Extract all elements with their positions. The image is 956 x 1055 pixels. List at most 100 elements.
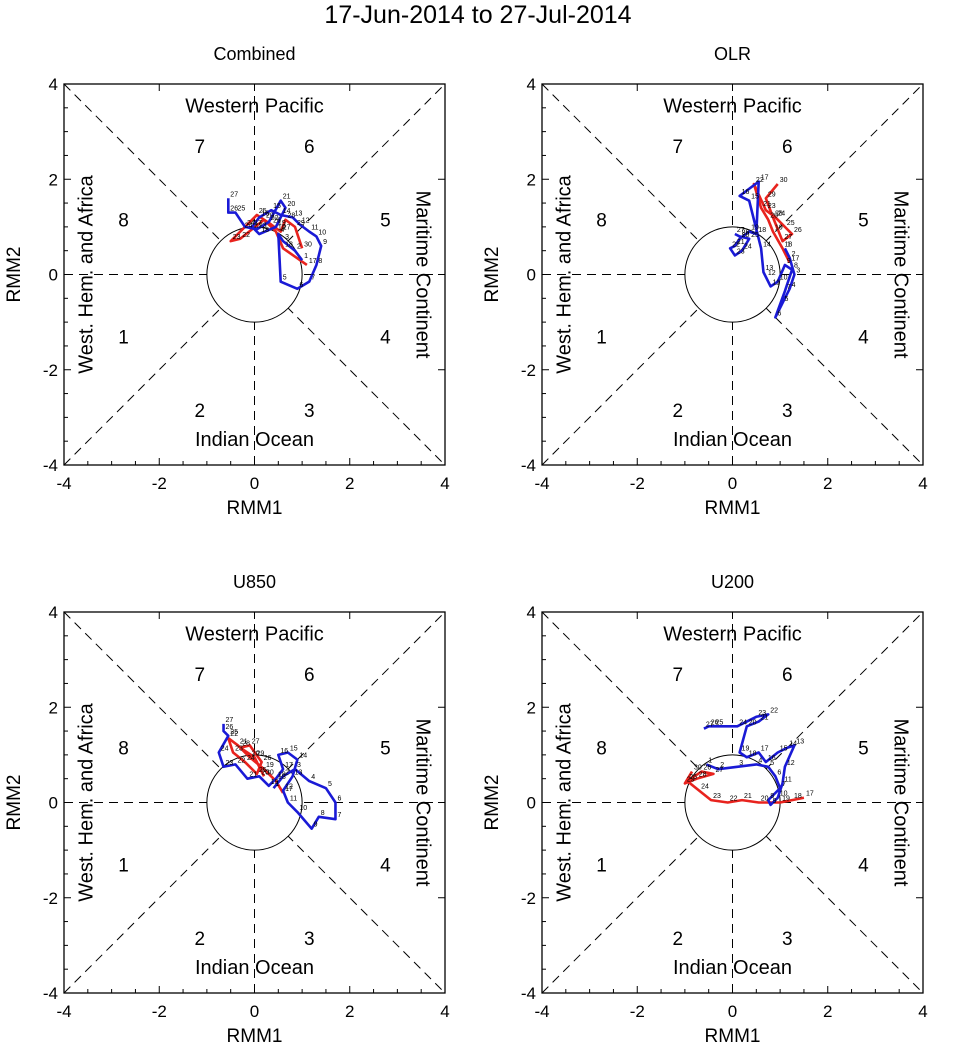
day-label: 21: [761, 715, 769, 722]
phase-number: 6: [782, 665, 793, 686]
day-label: 13: [796, 738, 804, 745]
day-label: 11: [311, 225, 318, 232]
day-label: 1: [276, 781, 280, 788]
y-tick-label: 4: [49, 603, 58, 622]
day-label: 6: [777, 310, 781, 317]
day-label: 13: [765, 265, 773, 272]
day-label: 5: [785, 296, 789, 303]
day-label: 6: [337, 796, 341, 803]
phase-number: 5: [380, 211, 391, 232]
day-label: 21: [744, 793, 752, 800]
x-tick-label: -4: [56, 474, 71, 493]
y-tick-label: 4: [527, 75, 536, 94]
day-label: 9: [323, 239, 327, 246]
day-label: 2: [720, 762, 724, 769]
y-tick-label: 0: [527, 266, 536, 285]
day-label: 17: [285, 762, 293, 769]
region-label-right: Maritime Continent: [889, 191, 911, 359]
day-label: 28: [775, 210, 783, 217]
region-label-bottom: Indian Ocean: [673, 957, 792, 979]
day-label: 18: [758, 227, 766, 234]
day-label: 7: [782, 781, 786, 788]
day-label: 21: [737, 239, 745, 246]
day-label: 23: [235, 745, 243, 752]
day-label: 23: [233, 234, 241, 241]
day-label: 21: [254, 222, 262, 229]
day-label: 22: [770, 707, 778, 714]
day-label: 4: [311, 774, 315, 781]
day-label: 21: [249, 772, 257, 779]
day-label: 25: [715, 719, 723, 726]
day-label: 21: [763, 201, 771, 208]
phase-number: 3: [782, 929, 793, 950]
x-tick-label: 0: [250, 1002, 259, 1021]
day-label: 17: [309, 258, 317, 265]
day-label: 27: [737, 227, 745, 234]
day-label: 7: [337, 812, 341, 819]
main-title: 17-Jun-2014 to 27-Jul-2014: [324, 1, 632, 29]
day-label: 27: [226, 717, 234, 724]
day-label: 2: [792, 251, 796, 258]
y-tick-label: 2: [527, 698, 536, 717]
day-label: 18: [278, 772, 286, 779]
day-label: 16: [742, 189, 750, 196]
trajectory-june: [227, 736, 285, 794]
day-label: 24: [247, 220, 255, 227]
day-label: 24: [777, 210, 785, 217]
day-label: 29: [768, 191, 776, 198]
day-label: 30: [304, 241, 312, 248]
day-label: 20: [287, 201, 295, 208]
day-label: 7: [311, 275, 315, 282]
day-label: 20: [742, 232, 750, 239]
phase-number: 7: [194, 665, 205, 686]
day-label: 19: [751, 225, 759, 232]
y-tick-label: 4: [527, 603, 536, 622]
day-label: 1: [787, 241, 791, 248]
day-label: 25: [787, 220, 795, 227]
trajectory-july: [703, 713, 796, 807]
day-label: 24: [744, 244, 752, 251]
day-label: 20: [252, 750, 260, 757]
y-tick-label: 0: [527, 794, 536, 813]
region-label-top: Western Pacific: [663, 96, 802, 118]
x-tick-label: -2: [630, 474, 645, 493]
day-label: 1: [304, 253, 308, 260]
day-label: 3: [739, 760, 743, 767]
day-label: 4: [758, 757, 762, 764]
region-label-top: Western Pacific: [663, 624, 802, 646]
day-label: 26: [794, 227, 802, 234]
day-label: 14: [789, 741, 797, 748]
x-tick-label: -4: [56, 1002, 71, 1021]
panel-title: U850: [233, 572, 276, 592]
day-label: 2: [285, 769, 289, 776]
day-label: 25: [689, 774, 697, 781]
day-label: 27: [283, 225, 291, 232]
x-tick-label: 0: [728, 474, 737, 493]
day-label: 27: [715, 767, 723, 774]
x-tick-label: -4: [534, 1002, 549, 1021]
day-label: 22: [271, 215, 279, 222]
day-label: 15: [751, 194, 759, 201]
day-label: 30: [266, 769, 274, 776]
phase-number: 7: [672, 665, 683, 686]
day-label: 19: [278, 220, 286, 227]
day-label: 17: [761, 175, 769, 182]
day-label: 12: [787, 760, 795, 767]
day-label: 30: [780, 177, 788, 184]
phase-number: 3: [782, 401, 793, 422]
day-label: 28: [242, 741, 250, 748]
phase-number: 3: [304, 401, 315, 422]
day-label: 17: [792, 256, 800, 263]
day-label: 8: [321, 810, 325, 817]
region-label-left: West. Hem. and Africa: [76, 174, 98, 373]
phase-number: 7: [194, 137, 205, 158]
y-axis-label: RMM2: [4, 247, 25, 303]
day-label: 11: [785, 776, 792, 783]
day-label: 20: [770, 213, 778, 220]
trajectory-june: [752, 182, 794, 264]
day-label: 17: [254, 220, 262, 227]
day-label: 14: [299, 753, 307, 760]
